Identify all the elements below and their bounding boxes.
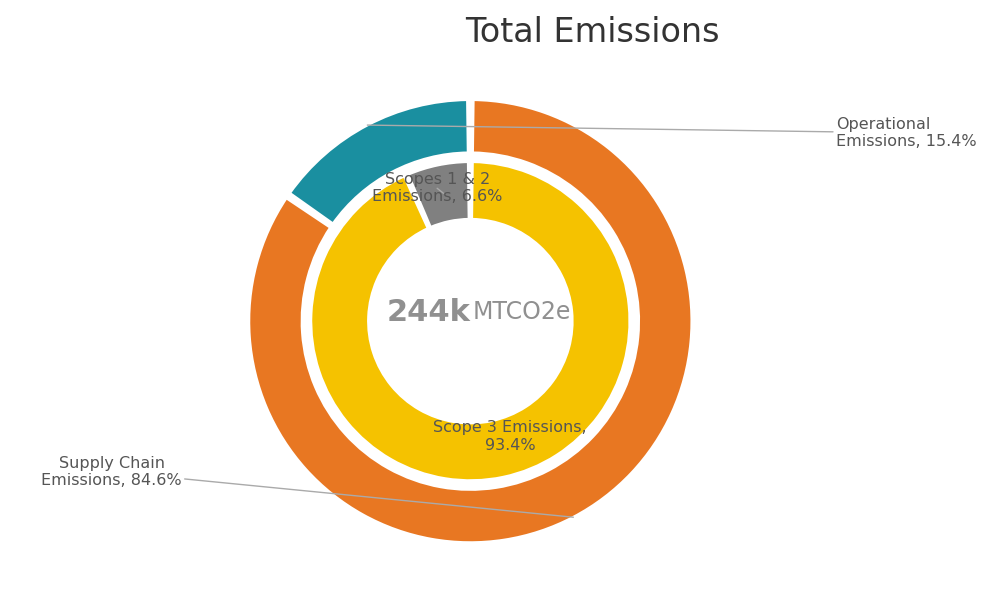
Text: Total Emissions: Total Emissions: [465, 16, 719, 48]
Wedge shape: [290, 100, 468, 224]
Wedge shape: [249, 100, 691, 542]
Text: MTCO2e: MTCO2e: [473, 300, 571, 324]
Text: Supply Chain
Emissions, 84.6%: Supply Chain Emissions, 84.6%: [41, 456, 573, 517]
Text: Scopes 1 & 2
Emissions, 6.6%: Scopes 1 & 2 Emissions, 6.6%: [372, 172, 502, 205]
Text: Scope 3 Emissions,
93.4%: Scope 3 Emissions, 93.4%: [433, 420, 587, 453]
Text: 244k: 244k: [386, 298, 471, 327]
Wedge shape: [311, 161, 629, 481]
Text: Operational
Emissions, 15.4%: Operational Emissions, 15.4%: [367, 117, 976, 149]
Wedge shape: [408, 161, 469, 227]
